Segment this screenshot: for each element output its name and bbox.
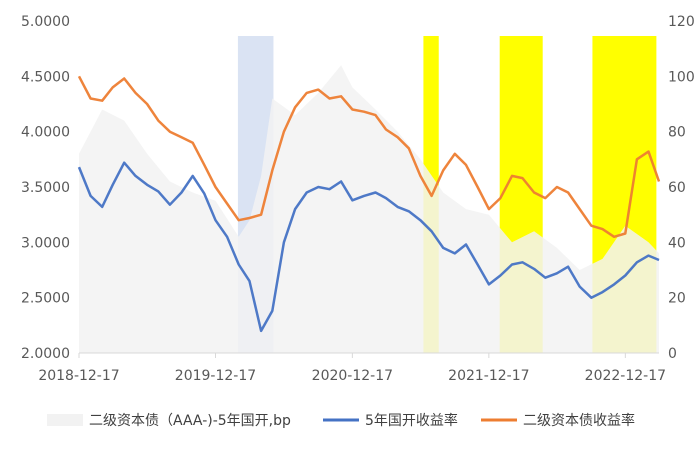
y-right-tick-label: 100 bbox=[668, 69, 695, 85]
series-area-spread bbox=[79, 65, 659, 354]
x-tick-label: 2018-12-17 bbox=[38, 368, 119, 384]
axes-layer: 2.0000 2.5000 3.0000 3.5000 4.0000 4.5000 5.00… bbox=[21, 14, 695, 384]
legend-label-spread: 二级资本债（AAA-)-5年国开,bp bbox=[89, 413, 291, 429]
y-left-tick-label: 3.5000 bbox=[21, 180, 70, 196]
x-tick-label: 2022-12-17 bbox=[585, 368, 666, 384]
series-line-cdb-5y bbox=[77, 161, 660, 333]
y-right-tick-label: 40 bbox=[668, 235, 686, 251]
y-left-tick-label: 2.5000 bbox=[21, 291, 70, 307]
yield-lines-layer bbox=[77, 75, 661, 333]
x-tick-label: 2021-12-17 bbox=[448, 368, 529, 384]
y-left-tick-label: 2.0000 bbox=[21, 346, 70, 362]
y-right-tick-label: 60 bbox=[668, 180, 686, 196]
y-left-tick-label: 4.5000 bbox=[21, 69, 70, 85]
y-right-tick-label: 120 bbox=[668, 14, 695, 30]
x-tick-label: 2020-12-17 bbox=[312, 368, 393, 384]
y-left-tick-label: 4.0000 bbox=[21, 125, 70, 141]
spread-area-layer bbox=[79, 65, 659, 354]
chart-legend: 二级资本债（AAA-)-5年国开,bp 5年国开收益率 二级资本债收益率 bbox=[47, 412, 635, 429]
legend-label-cdb-5y: 5年国开收益率 bbox=[365, 412, 458, 429]
series-line-tier2 bbox=[77, 75, 661, 239]
legend-swatch-spread bbox=[47, 414, 83, 426]
y-left-tick-label: 5.0000 bbox=[21, 14, 70, 30]
x-tick-label: 2019-12-17 bbox=[175, 368, 256, 384]
y-right-tick-label: 80 bbox=[668, 125, 686, 141]
y-right-tick-label: 0 bbox=[668, 346, 677, 362]
y-right-tick-label: 20 bbox=[668, 291, 686, 307]
y-left-tick-label: 3.0000 bbox=[21, 235, 70, 251]
legend-label-tier2: 二级资本债收益率 bbox=[523, 412, 635, 429]
